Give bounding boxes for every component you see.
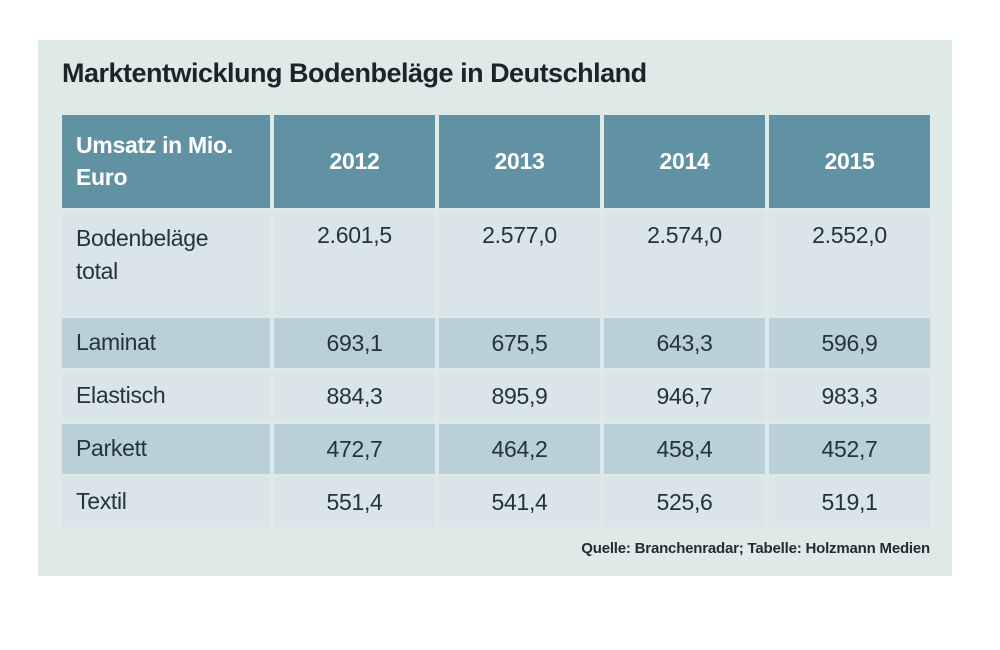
table-cell: 596,9 <box>769 318 930 368</box>
table-cell: 541,4 <box>439 477 600 527</box>
market-table: Umsatz in Mio. Euro 2012 2013 2014 2015 … <box>62 115 930 527</box>
table-cell: 2.574,0 <box>604 211 765 315</box>
column-header-2015: 2015 <box>769 115 930 208</box>
table-cell: 884,3 <box>274 371 435 421</box>
table-cell: 2.577,0 <box>439 211 600 315</box>
table-cell: 452,7 <box>769 424 930 474</box>
row-label-parkett: Parkett <box>62 424 270 474</box>
table-cell: 458,4 <box>604 424 765 474</box>
row-label-laminat: Laminat <box>62 318 270 368</box>
table-cell: 693,1 <box>274 318 435 368</box>
row-label-bodenbelaege-total: Bodenbeläge total <box>62 211 270 315</box>
table-card: Marktentwicklung Bodenbeläge in Deutschl… <box>38 40 952 576</box>
table-cell: 2.601,5 <box>274 211 435 315</box>
row-label-elastisch: Elastisch <box>62 371 270 421</box>
table-cell: 464,2 <box>439 424 600 474</box>
column-header-2014: 2014 <box>604 115 765 208</box>
table-cell: 983,3 <box>769 371 930 421</box>
table-cell: 551,4 <box>274 477 435 527</box>
table-cell: 2.552,0 <box>769 211 930 315</box>
table-cell: 675,5 <box>439 318 600 368</box>
table-cell: 525,6 <box>604 477 765 527</box>
column-header-2013: 2013 <box>439 115 600 208</box>
column-header-2012: 2012 <box>274 115 435 208</box>
table-cell: 946,7 <box>604 371 765 421</box>
table-cell: 519,1 <box>769 477 930 527</box>
table-cell: 895,9 <box>439 371 600 421</box>
corner-header-label: Umsatz in Mio. Euro <box>76 132 233 190</box>
source-credit: Quelle: Branchenradar; Tabelle: Holzmann… <box>581 540 930 557</box>
row-label-textil: Textil <box>62 477 270 527</box>
table-cell: 643,3 <box>604 318 765 368</box>
table-cell: 472,7 <box>274 424 435 474</box>
page-title: Marktentwicklung Bodenbeläge in Deutschl… <box>62 58 647 88</box>
table-corner-header: Umsatz in Mio. Euro <box>62 115 270 208</box>
